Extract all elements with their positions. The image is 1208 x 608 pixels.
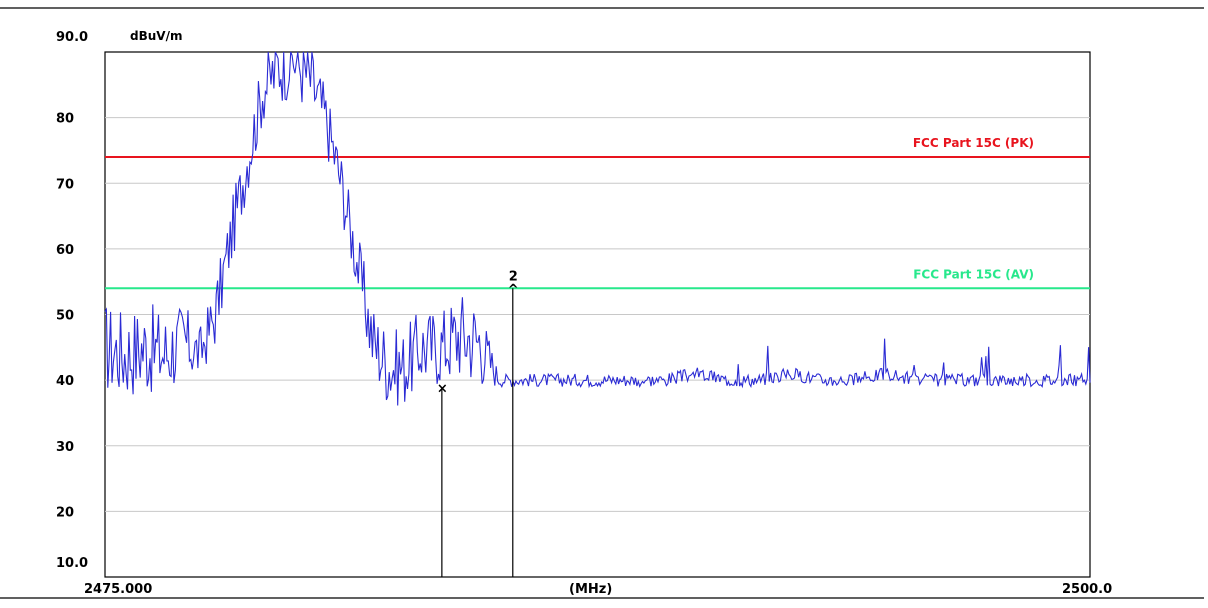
y-tick-label: 60: [56, 243, 74, 258]
y-tick-label: 80: [56, 112, 74, 127]
y-tick-label: 20: [56, 505, 74, 520]
y-tick-labels: 90.0 80 70 60 50 40 30 20 10.0: [56, 30, 88, 571]
x-tick-label-end: 2500.0: [1062, 582, 1112, 597]
y-unit-label: dBuV/m: [130, 29, 182, 43]
limit-lines: FCC Part 15C (PK) FCC Part 15C (AV): [105, 136, 1090, 290]
spectrum-trace: [104, 51, 1091, 406]
y-tick-label: 10.0: [56, 556, 88, 571]
y-tick-label: 90.0: [56, 30, 88, 45]
marker-group: × ^2: [437, 269, 519, 577]
grid-lines: [105, 117, 1090, 512]
series-group: [104, 51, 1091, 406]
x-unit-label: (MHz): [569, 582, 612, 597]
y-tick-label: 40: [56, 374, 74, 389]
y-tick-label: 30: [56, 440, 74, 455]
marker-symbol: ×: [437, 381, 448, 396]
limit-line-label: FCC Part 15C (PK): [913, 136, 1034, 150]
x-tick-label-start: 2475.000: [84, 582, 152, 597]
y-tick-label: 50: [56, 309, 74, 324]
marker-label: 2: [509, 269, 518, 284]
marker-symbol: ^: [508, 282, 519, 297]
limit-line-label: FCC Part 15C (AV): [913, 267, 1034, 281]
y-tick-label: 70: [56, 177, 74, 192]
